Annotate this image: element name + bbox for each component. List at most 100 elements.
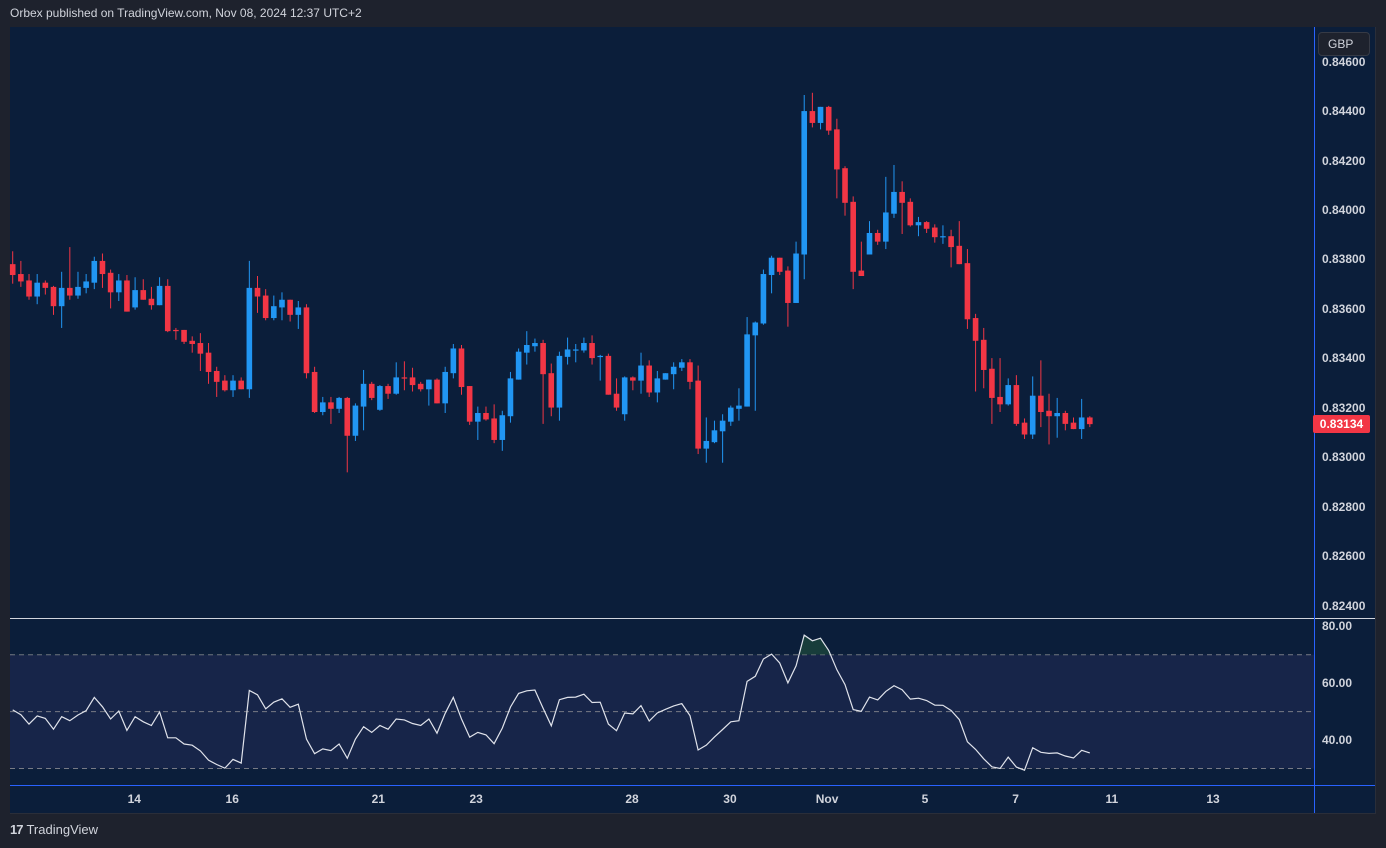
- candle-body: [173, 329, 179, 332]
- candle: [1013, 375, 1020, 426]
- candle-body: [768, 257, 775, 276]
- candle: [58, 271, 65, 328]
- candle: [83, 274, 89, 294]
- candle: [899, 181, 905, 234]
- candle-body: [891, 191, 897, 214]
- candle: [760, 269, 767, 325]
- candle: [156, 277, 163, 306]
- candle: [711, 420, 718, 444]
- candle-body: [572, 349, 579, 351]
- candle: [67, 247, 73, 300]
- candle-body: [18, 274, 24, 282]
- candle: [523, 331, 530, 365]
- rsi-overbought-fill: [12, 635, 1090, 655]
- candle-body: [1005, 385, 1012, 405]
- candle: [874, 229, 881, 245]
- price-tick-label: 0.83200: [1322, 400, 1366, 415]
- candle: [1046, 393, 1052, 445]
- candle-body: [972, 318, 979, 341]
- candle: [230, 375, 236, 397]
- candle-body: [254, 287, 261, 297]
- candle-body: [181, 329, 187, 342]
- candle-body: [931, 227, 938, 238]
- candle-body: [319, 402, 326, 413]
- candle-body: [417, 383, 424, 390]
- candle-body: [426, 379, 432, 390]
- candle-body: [393, 377, 400, 394]
- candle-body: [842, 168, 848, 203]
- time-tick-label: 28: [625, 792, 639, 806]
- candle-body: [107, 272, 114, 293]
- price-tick-label: 0.83600: [1322, 301, 1366, 316]
- candle: [222, 375, 228, 392]
- candle: [466, 386, 473, 425]
- candle: [736, 388, 742, 421]
- candle: [377, 385, 383, 411]
- candle-body: [1070, 422, 1077, 430]
- candle-body: [58, 287, 65, 307]
- candle: [842, 166, 848, 216]
- candle: [630, 376, 636, 391]
- candle-body: [197, 343, 204, 354]
- brand-name[interactable]: TradingView: [26, 822, 99, 837]
- candle: [948, 229, 954, 268]
- candle-body: [189, 340, 196, 345]
- candle-body: [581, 343, 587, 351]
- time-tick-label: 13: [1206, 792, 1220, 806]
- candle-body: [850, 201, 856, 272]
- candle: [319, 396, 326, 416]
- time-tick-label: 14: [127, 792, 141, 806]
- currency-button[interactable]: GBP: [1318, 32, 1370, 56]
- candle: [18, 260, 24, 287]
- candle-body: [589, 343, 595, 359]
- candle-body: [736, 405, 742, 409]
- candle-body: [148, 298, 155, 306]
- price-tick-label: 0.83400: [1322, 351, 1366, 366]
- candle: [91, 256, 98, 290]
- candle: [825, 105, 832, 135]
- candle-body: [523, 345, 530, 353]
- candle: [42, 280, 49, 295]
- candle: [556, 351, 563, 421]
- candle-body: [246, 287, 253, 390]
- tradingview-logo-icon[interactable]: 17: [10, 822, 24, 837]
- candle: [719, 414, 726, 463]
- time-tick-label: 30: [723, 792, 737, 806]
- candle: [50, 285, 57, 315]
- candle: [1029, 376, 1036, 439]
- candle: [532, 338, 538, 352]
- candle-body: [132, 290, 138, 308]
- candle: [915, 216, 922, 237]
- candle: [417, 381, 424, 392]
- candle-body: [695, 380, 701, 449]
- candle: [368, 381, 375, 401]
- candle: [499, 410, 506, 451]
- candle-body: [776, 257, 783, 272]
- candle-body: [1046, 410, 1052, 417]
- candle: [1038, 360, 1044, 428]
- candle-body: [279, 299, 285, 308]
- candle-body: [205, 352, 212, 372]
- candle: [646, 360, 652, 397]
- price-tick-label: 0.84600: [1322, 54, 1366, 69]
- candle-body: [156, 285, 163, 306]
- candle: [311, 366, 318, 414]
- candle-body: [336, 397, 342, 409]
- candle: [34, 274, 40, 305]
- candle-body: [50, 286, 57, 307]
- candle-body: [352, 405, 359, 436]
- rsi-series: [12, 634, 1090, 771]
- candle-body: [760, 274, 767, 324]
- candle: [336, 396, 342, 414]
- candle: [793, 241, 799, 303]
- rsi-tick-label: 40.00: [1322, 733, 1353, 748]
- candle: [189, 336, 196, 353]
- price-tick-label: 0.82800: [1322, 499, 1366, 514]
- candle-body: [785, 270, 791, 303]
- candle: [426, 379, 432, 406]
- candle: [360, 369, 367, 431]
- candle-body: [613, 393, 620, 408]
- candle-body: [466, 386, 473, 422]
- candle: [638, 352, 644, 394]
